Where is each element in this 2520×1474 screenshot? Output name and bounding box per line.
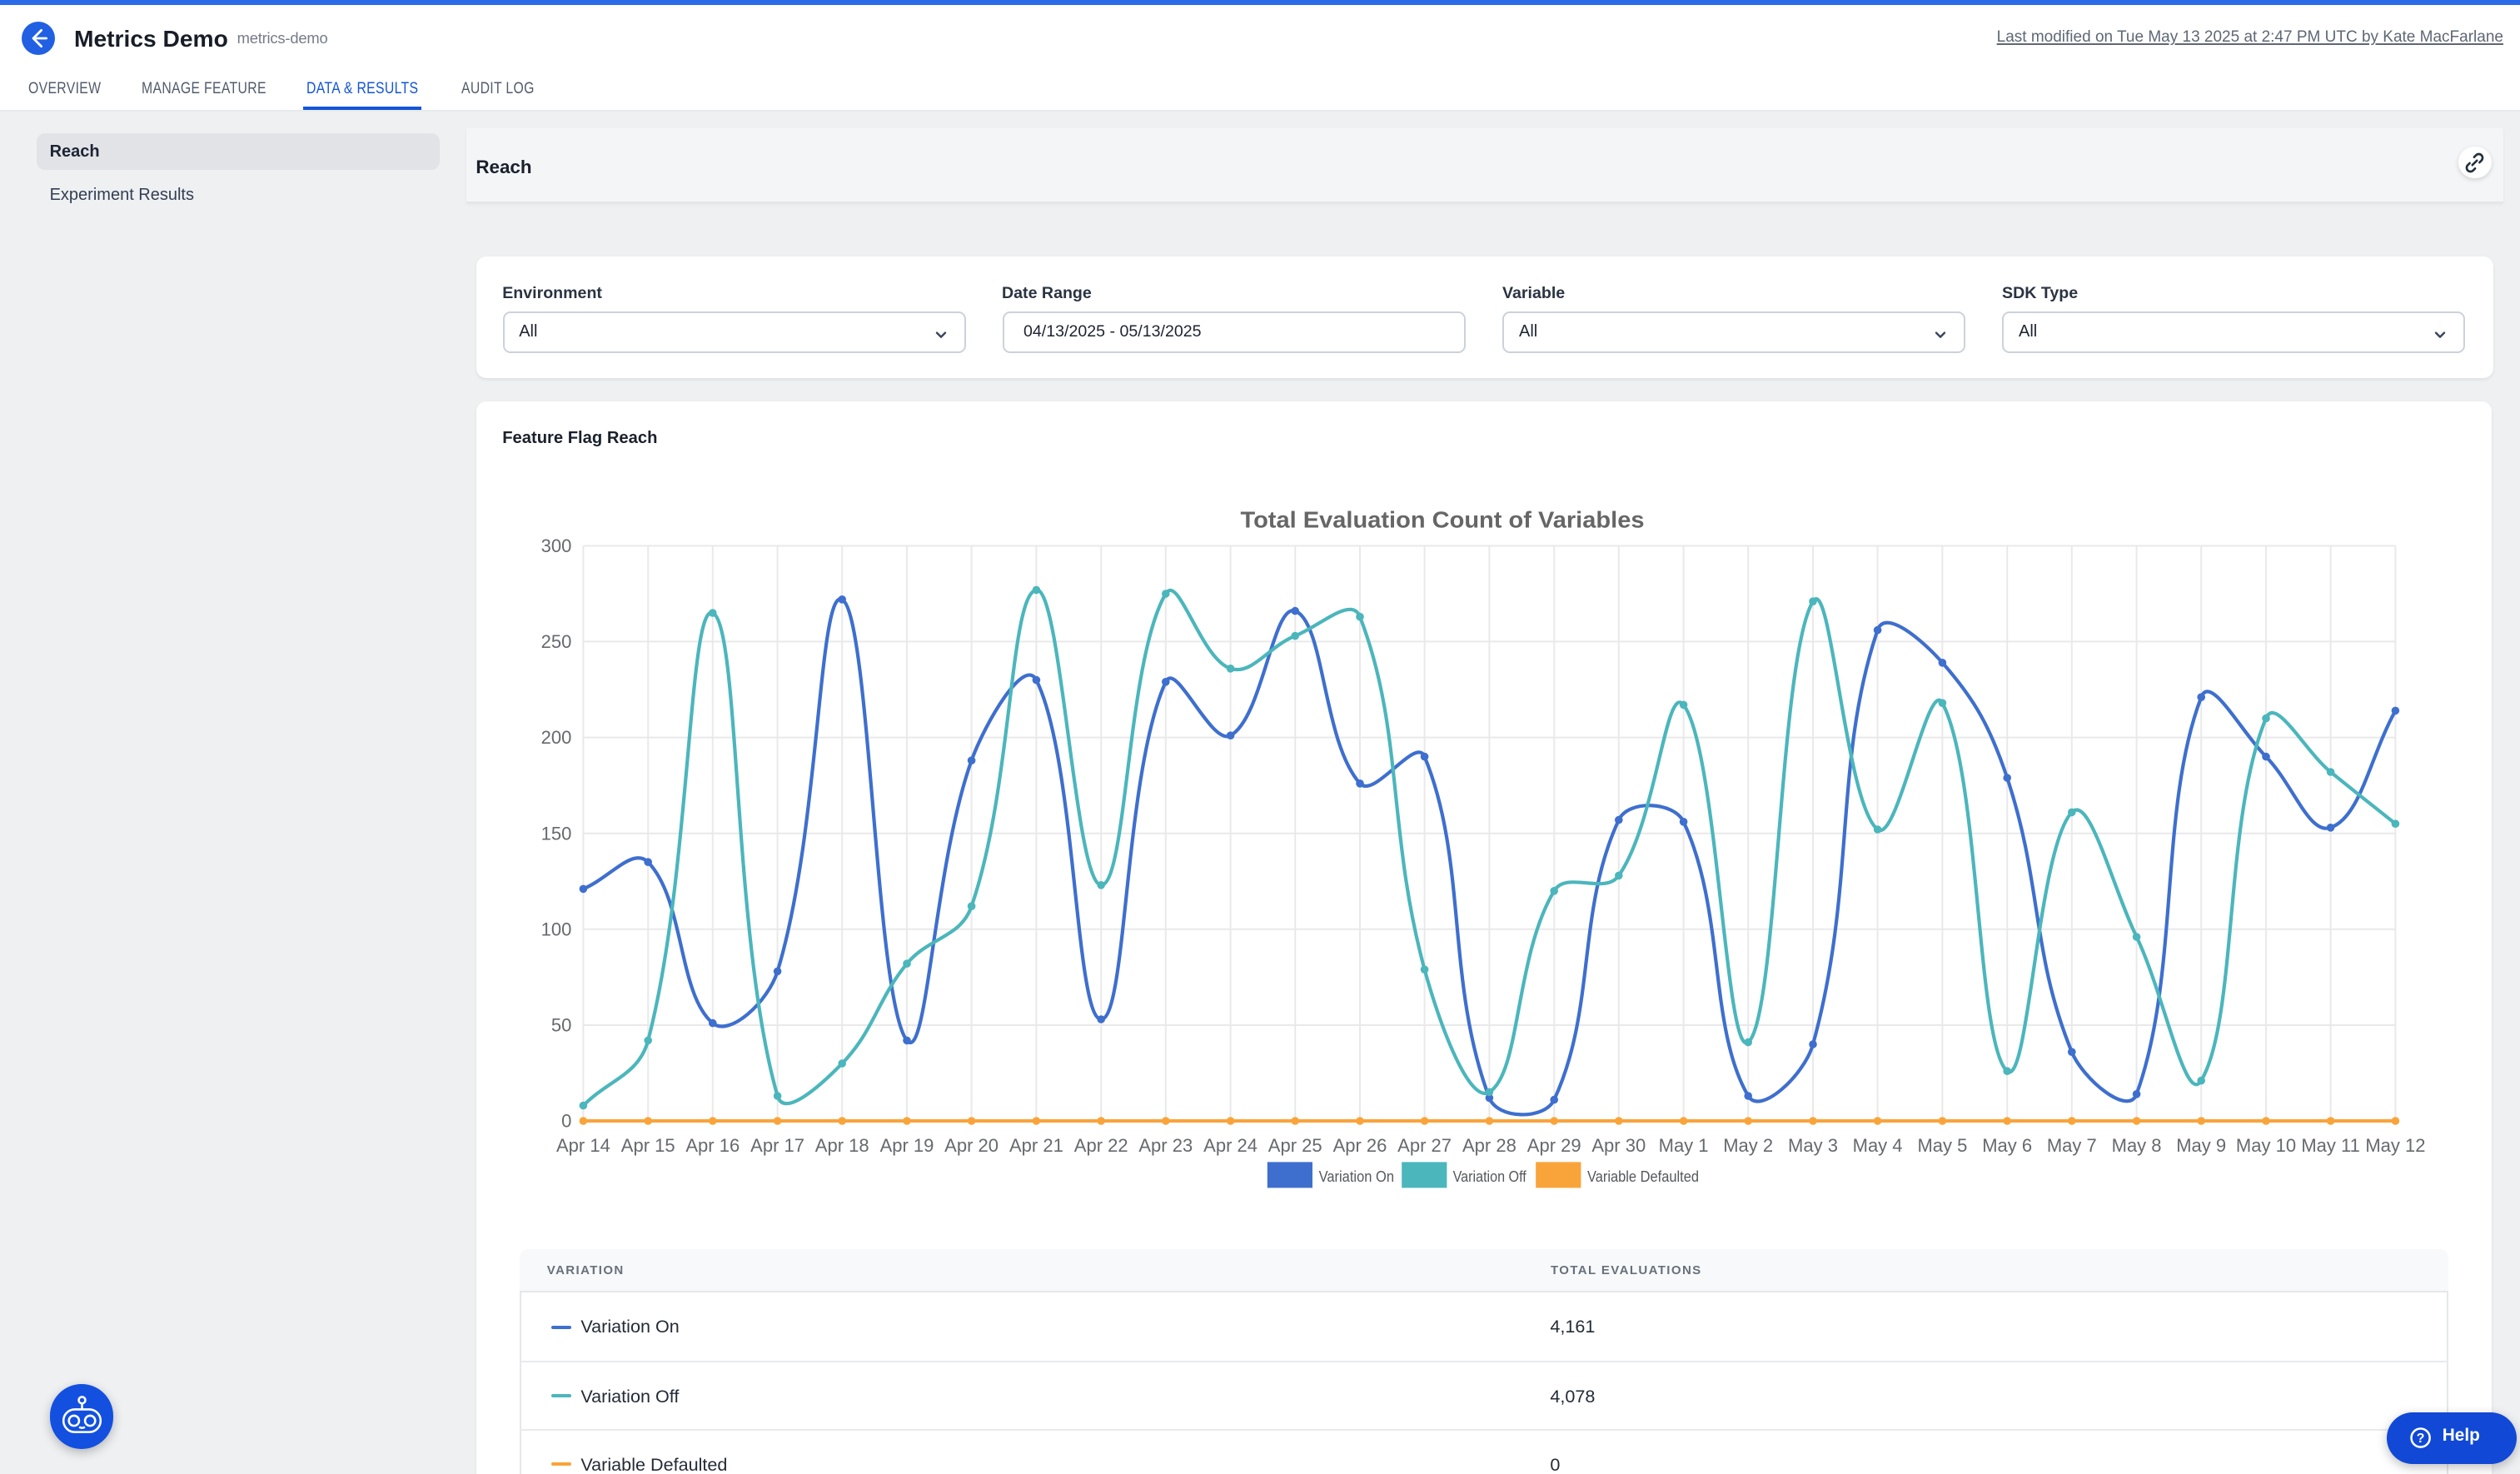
svg-text:Variable Defaulted: Variable Defaulted [1587, 1167, 1699, 1184]
svg-text:Apr 15: Apr 15 [621, 1134, 675, 1155]
svg-text:Variation On: Variation On [1319, 1167, 1394, 1184]
svg-text:Apr 25: Apr 25 [1268, 1134, 1322, 1155]
svg-text:Apr 19: Apr 19 [880, 1134, 934, 1155]
svg-text:Apr 21: Apr 21 [1009, 1134, 1063, 1155]
svg-text:200: 200 [541, 726, 572, 747]
svg-text:May 7: May 7 [2047, 1134, 2097, 1155]
svg-text:Apr 30: Apr 30 [1591, 1134, 1646, 1155]
svg-text:May 11: May 11 [2301, 1134, 2360, 1155]
svg-text:Apr 29: Apr 29 [1527, 1134, 1581, 1155]
svg-text:Total Evaluation Count of Vari: Total Evaluation Count of Variables [1241, 506, 1645, 532]
svg-text:May 4: May 4 [1853, 1134, 1903, 1155]
svg-text:300: 300 [541, 535, 572, 555]
svg-text:Apr 16: Apr 16 [685, 1134, 740, 1155]
svg-text:Apr 24: Apr 24 [1203, 1134, 1258, 1155]
svg-text:Apr 17: Apr 17 [750, 1134, 804, 1155]
svg-text:May 10: May 10 [2236, 1134, 2296, 1155]
svg-text:Apr 22: Apr 22 [1074, 1134, 1128, 1155]
svg-text:0: 0 [561, 1110, 571, 1131]
svg-text:May 3: May 3 [1788, 1134, 1838, 1155]
svg-text:50: 50 [551, 1014, 571, 1035]
svg-text:May 6: May 6 [1982, 1134, 2032, 1155]
svg-text:May 8: May 8 [2112, 1134, 2162, 1155]
svg-text:100: 100 [541, 918, 572, 939]
svg-text:250: 250 [541, 630, 572, 651]
svg-text:Apr 14: Apr 14 [556, 1134, 610, 1155]
svg-text:May 2: May 2 [1723, 1134, 1773, 1155]
svg-text:Apr 27: Apr 27 [1397, 1134, 1452, 1155]
svg-text:Apr 20: Apr 20 [944, 1134, 999, 1155]
svg-text:150: 150 [541, 822, 572, 843]
svg-text:May 12: May 12 [2365, 1134, 2425, 1155]
svg-text:Variation Off: Variation Off [1453, 1167, 1527, 1184]
svg-text:Apr 26: Apr 26 [1333, 1134, 1387, 1155]
svg-text:May 5: May 5 [1917, 1134, 1967, 1155]
svg-text:Apr 28: Apr 28 [1462, 1134, 1516, 1155]
svg-text:Apr 23: Apr 23 [1138, 1134, 1193, 1155]
svg-text:?: ? [2417, 1432, 2425, 1446]
svg-text:May 1: May 1 [1659, 1134, 1709, 1155]
svg-text:May 9: May 9 [2176, 1134, 2226, 1155]
svg-text:Apr 18: Apr 18 [815, 1134, 869, 1155]
